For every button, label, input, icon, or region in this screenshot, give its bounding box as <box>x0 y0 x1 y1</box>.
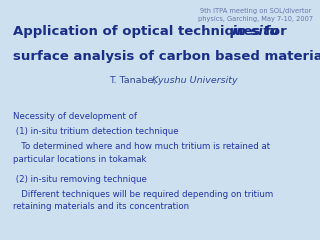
Text: T. Tanabe,: T. Tanabe, <box>109 76 159 85</box>
Text: To determined where and how much tritium is retained at: To determined where and how much tritium… <box>13 142 270 151</box>
Text: (1) in-situ tritium detection technique: (1) in-situ tritium detection technique <box>13 127 179 136</box>
Text: Different techniques will be required depending on tritium: Different techniques will be required de… <box>13 190 273 199</box>
Text: 9th ITPA meeting on SOL/divertor
physics, Garching, May 7-10, 2007: 9th ITPA meeting on SOL/divertor physics… <box>198 8 314 22</box>
Text: in situ: in situ <box>232 25 279 38</box>
Text: Necessity of development of: Necessity of development of <box>13 112 137 120</box>
Text: particular locations in tokamak: particular locations in tokamak <box>13 155 146 164</box>
Text: (2) in-situ removing technique: (2) in-situ removing technique <box>13 175 147 184</box>
Text: surface analysis of carbon based materials: surface analysis of carbon based materia… <box>13 50 320 63</box>
Text: Kyushu University: Kyushu University <box>152 76 238 85</box>
Text: Application of optical techniques for: Application of optical techniques for <box>13 25 291 38</box>
Text: retaining materials and its concentration: retaining materials and its concentratio… <box>13 202 189 211</box>
